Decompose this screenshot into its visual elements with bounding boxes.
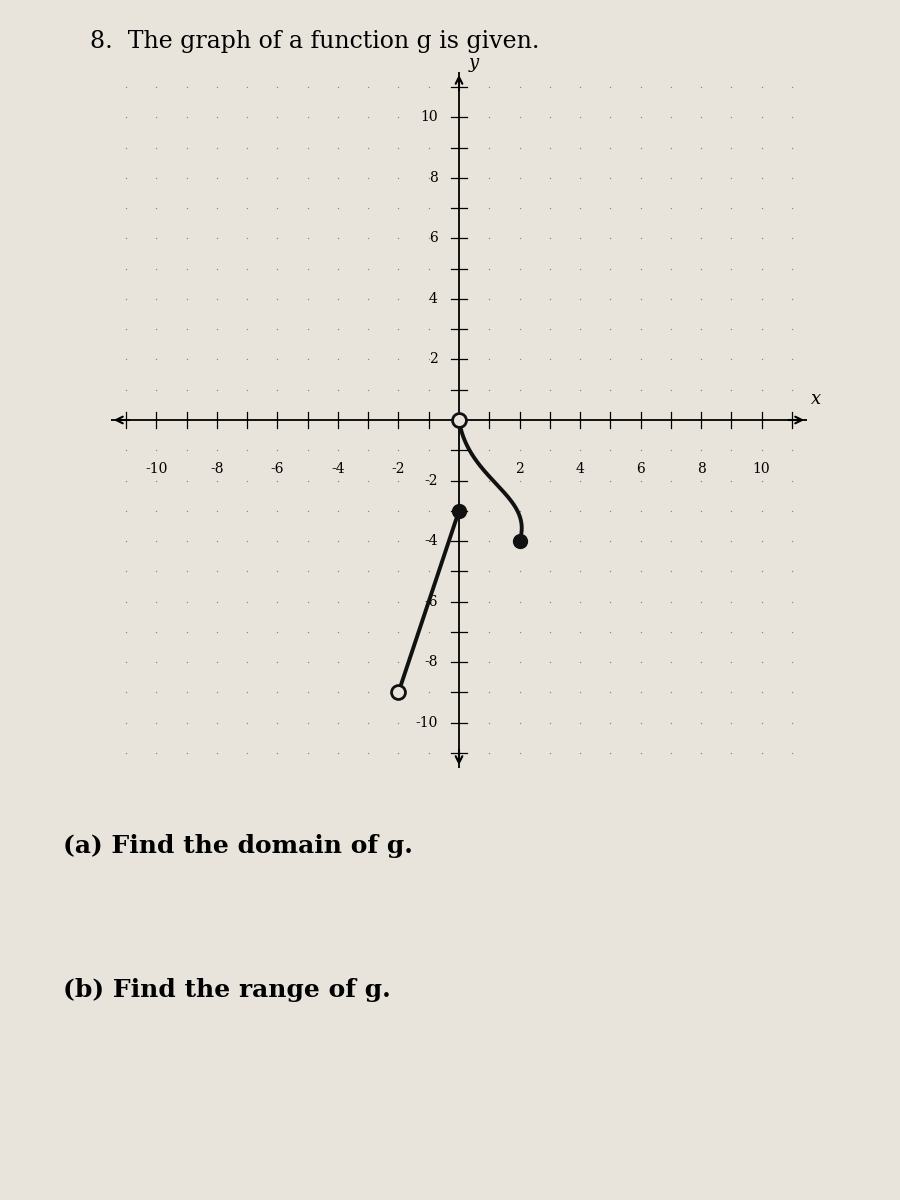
Text: -2: -2 — [392, 462, 405, 476]
Text: -6: -6 — [424, 594, 437, 608]
Text: 4: 4 — [429, 292, 437, 306]
Text: -4: -4 — [424, 534, 437, 548]
Text: 6: 6 — [636, 462, 645, 476]
Text: (a) Find the domain of g.: (a) Find the domain of g. — [63, 834, 413, 858]
Text: 10: 10 — [752, 462, 770, 476]
Text: -10: -10 — [416, 715, 437, 730]
Text: 4: 4 — [576, 462, 584, 476]
Text: -8: -8 — [211, 462, 224, 476]
Text: -10: -10 — [145, 462, 167, 476]
Text: y: y — [469, 54, 479, 72]
Text: 2: 2 — [515, 462, 524, 476]
Text: -6: -6 — [271, 462, 284, 476]
Text: 6: 6 — [429, 232, 437, 246]
Text: -4: -4 — [331, 462, 345, 476]
Text: 10: 10 — [420, 110, 437, 125]
Text: 8: 8 — [697, 462, 706, 476]
Text: 2: 2 — [429, 353, 437, 366]
Text: 8: 8 — [429, 170, 437, 185]
Text: (b) Find the range of g.: (b) Find the range of g. — [63, 978, 391, 1002]
Text: x: x — [811, 390, 821, 408]
Text: 8.  The graph of a function g is given.: 8. The graph of a function g is given. — [90, 30, 539, 53]
Text: -8: -8 — [424, 655, 437, 670]
Text: -2: -2 — [424, 474, 437, 487]
